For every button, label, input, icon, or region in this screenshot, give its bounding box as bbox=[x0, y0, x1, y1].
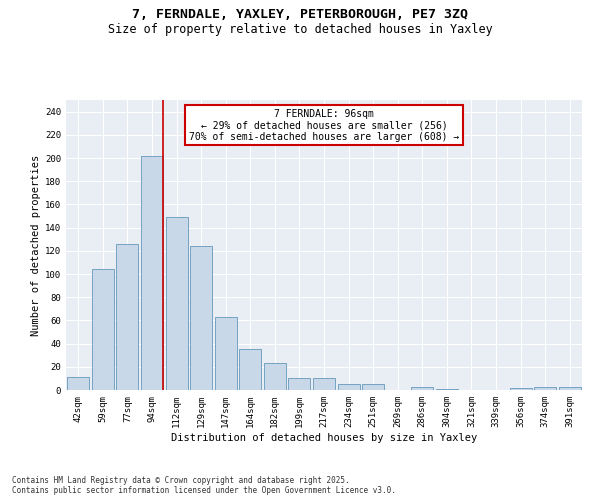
Bar bbox=[362, 384, 384, 390]
Bar bbox=[509, 388, 532, 390]
Bar bbox=[116, 244, 139, 390]
Bar bbox=[67, 377, 89, 390]
Bar bbox=[141, 156, 163, 390]
Bar bbox=[338, 384, 359, 390]
Bar bbox=[534, 386, 556, 390]
Text: Contains HM Land Registry data © Crown copyright and database right 2025.
Contai: Contains HM Land Registry data © Crown c… bbox=[12, 476, 396, 495]
Y-axis label: Number of detached properties: Number of detached properties bbox=[31, 154, 41, 336]
Bar bbox=[239, 350, 262, 390]
X-axis label: Distribution of detached houses by size in Yaxley: Distribution of detached houses by size … bbox=[171, 432, 477, 442]
Bar bbox=[289, 378, 310, 390]
Text: 7 FERNDALE: 96sqm
← 29% of detached houses are smaller (256)
70% of semi-detache: 7 FERNDALE: 96sqm ← 29% of detached hous… bbox=[189, 108, 459, 142]
Bar bbox=[215, 317, 237, 390]
Bar bbox=[264, 364, 286, 390]
Bar bbox=[436, 389, 458, 390]
Bar bbox=[559, 386, 581, 390]
Text: 7, FERNDALE, YAXLEY, PETERBOROUGH, PE7 3ZQ: 7, FERNDALE, YAXLEY, PETERBOROUGH, PE7 3… bbox=[132, 8, 468, 20]
Bar bbox=[166, 217, 188, 390]
Text: Size of property relative to detached houses in Yaxley: Size of property relative to detached ho… bbox=[107, 22, 493, 36]
Bar bbox=[411, 386, 433, 390]
Bar bbox=[190, 246, 212, 390]
Bar bbox=[313, 378, 335, 390]
Bar bbox=[92, 270, 114, 390]
